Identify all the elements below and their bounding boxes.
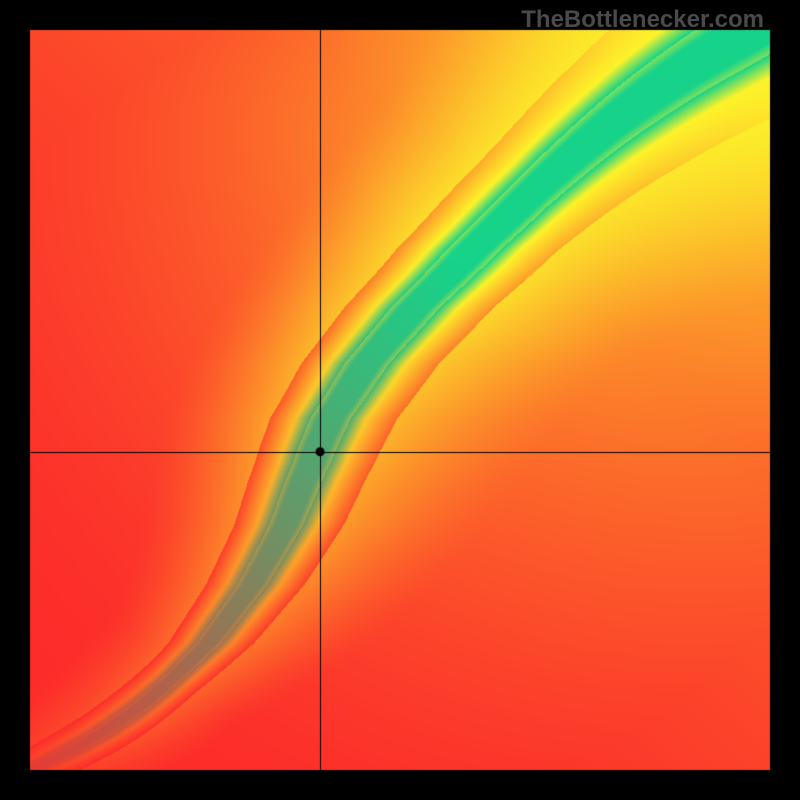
bottleneck-heatmap (0, 0, 800, 800)
watermark-text: TheBottlenecker.com (521, 6, 764, 34)
